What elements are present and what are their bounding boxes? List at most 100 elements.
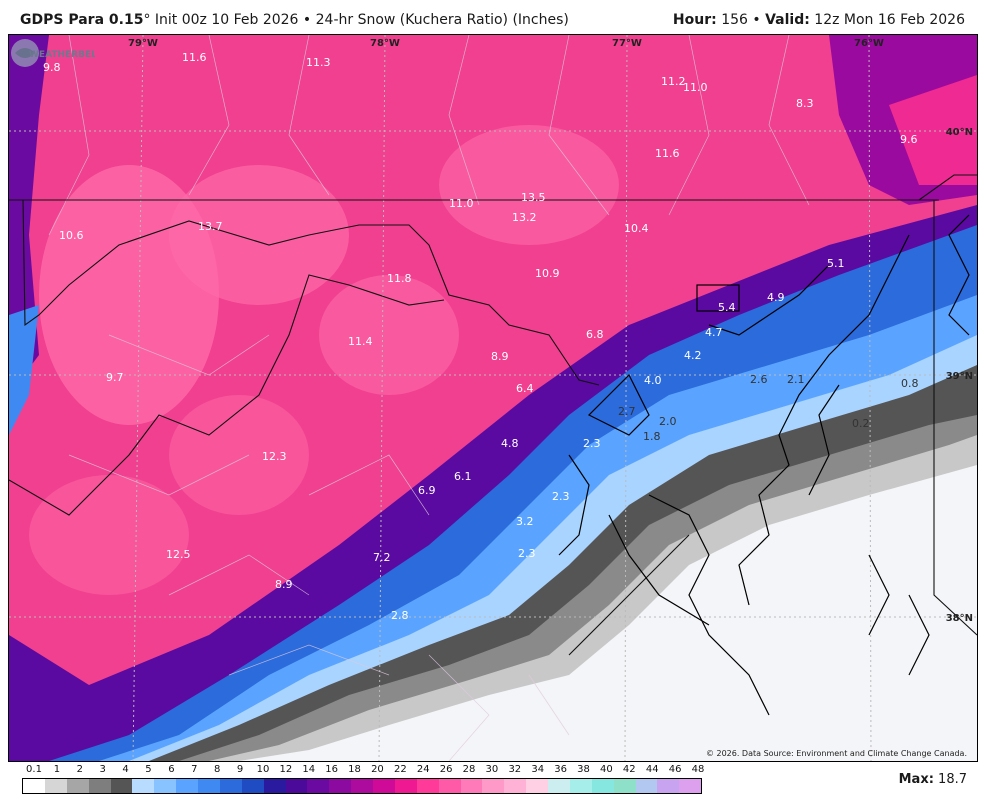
snowfall-value: 11.2 [661, 75, 686, 88]
max-number: 18.7 [938, 772, 967, 787]
snowfall-map[interactable]: 79°W 78°W 77°W 76°W 40°N 39°N 38°N 9.8 11… [8, 34, 978, 762]
snow-blob [29, 475, 189, 595]
legend-ticks: 0.1 1 2 3 4 5 6 7 8 9 10 12 14 16 18 20 22 24 26 28 30 32 34 36… [22, 764, 704, 778]
snowfall-value: 13.7 [198, 220, 223, 233]
color-legend: 0.1 1 2 3 4 5 6 7 8 9 10 12 14 16 18 20 22 24 26 28 30 32 34 36… [22, 764, 704, 796]
lat-label: 39°N [946, 371, 973, 382]
snowfall-value: 8.9 [275, 578, 293, 591]
snowfall-value: 6.1 [454, 470, 472, 483]
snowfall-value: 11.0 [683, 81, 708, 94]
legend-color-bar [22, 778, 702, 794]
snowfall-value: 9.6 [900, 133, 918, 146]
snow-field-edge [9, 35, 49, 395]
valid-value: 12z Mon 16 Feb 2026 [814, 12, 965, 28]
legend-tick-label: 3 [99, 764, 106, 775]
county-lines [48, 35, 810, 761]
map-canvas: 79°W 78°W 77°W 76°W 40°N 39°N 38°N 9.8 11… [9, 35, 977, 761]
snowfall-value: 13.5 [521, 191, 546, 204]
snowfall-value: 4.7 [705, 326, 723, 339]
legend-swatch [526, 779, 548, 793]
lon-label: 79°W [128, 38, 158, 49]
product-name: 24-hr Snow (Kuchera Ratio) (Inches) [315, 12, 569, 28]
legend-tick-label: 32 [508, 764, 522, 775]
legend-swatch [438, 779, 461, 793]
legend-tick-label: 20 [371, 764, 384, 775]
legend-tick-label: 4 [122, 764, 129, 775]
separator: • [302, 12, 312, 28]
legend-tick-label: 12 [279, 764, 293, 775]
lon-label: 77°W [612, 38, 642, 49]
legend-tick-label: 1 [53, 764, 61, 775]
hour-value: 156 [721, 12, 748, 28]
snowfall-value: 2.3 [552, 490, 570, 503]
legend-swatch [219, 779, 242, 793]
max-value: Max: 18.7 [899, 772, 967, 787]
snow-field-edge [889, 75, 977, 185]
snowfall-value: 7.2 [373, 551, 391, 564]
snowfall-value: 10.9 [535, 267, 560, 280]
legend-swatch [23, 779, 45, 793]
legend-swatch [679, 779, 702, 793]
legend-swatch [569, 779, 592, 793]
snow-blob [169, 395, 309, 515]
legend-tick-label: 16 [325, 764, 339, 775]
legend-tick-label: 40 [600, 764, 613, 775]
snowfall-value: 11.0 [449, 197, 474, 210]
lon-label: 76°W [854, 38, 884, 49]
snowfall-value: 0.8 [901, 377, 919, 390]
snow-blob [439, 125, 619, 245]
snowfall-value: 2.0 [659, 415, 677, 428]
snowfall-value: 3.2 [516, 515, 534, 528]
legend-swatch [394, 779, 417, 793]
weatherbell-logo: WEATHERBELL [11, 39, 95, 67]
no-snow-area [239, 465, 977, 761]
snow-field-edge [9, 305, 39, 435]
copyright-notice: © 2026. Data Source: Environment and Cli… [705, 749, 967, 758]
point-values: 9.811.6 11.311.211.08.39.611.610.613.711.… [43, 51, 919, 622]
legend-tick-label: 18 [348, 764, 361, 775]
dc-box [696, 284, 740, 312]
legend-swatch [460, 779, 483, 793]
legend-swatch [66, 779, 89, 793]
snowfall-value: 1.8 [643, 430, 661, 443]
legend-swatch [285, 779, 308, 793]
legend-tick-label: 46 [668, 764, 682, 775]
snowfall-value: 10.4 [624, 222, 649, 235]
legend-swatch [329, 779, 352, 793]
legend-tick-label: 22 [393, 764, 407, 775]
snowfall-value: 11.4 [348, 335, 373, 348]
legend-swatch [351, 779, 373, 793]
legend-swatch [154, 779, 177, 793]
snowfall-value: 4.0 [644, 374, 662, 387]
legend-swatch [307, 779, 330, 793]
latitude-labels: 40°N 39°N 38°N [946, 127, 973, 624]
legend-tick-label: 0.1 [26, 764, 42, 775]
snowfall-value: 13.2 [512, 211, 537, 224]
max-label: Max: [898, 772, 934, 787]
header-bar: GDPS Para 0.15° Init 00z 10 Feb 2026 • 2… [0, 0, 984, 34]
legend-swatch [548, 779, 570, 793]
separator: • [752, 12, 761, 28]
snowfall-value: 2.3 [583, 437, 601, 450]
model-name: GDPS Para 0.15 [20, 12, 144, 28]
state-borders[interactable] [9, 174, 977, 656]
legend-swatch [657, 779, 680, 793]
legend-swatch [263, 779, 286, 793]
legend-tick-label: 2 [76, 764, 83, 775]
snowfall-value: 9.7 [106, 371, 124, 384]
snowfall-value: 4.9 [767, 291, 785, 304]
coastline [558, 214, 970, 716]
snowfall-value: 11.6 [655, 147, 680, 160]
valid-time: Hour: 156 • Valid: 12z Mon 16 Feb 2026 [673, 12, 965, 28]
snowfall-value: 2.7 [618, 405, 636, 418]
legend-tick-label: 34 [531, 764, 545, 775]
snowfall-value: 11.6 [182, 51, 207, 64]
legend-swatch [504, 779, 527, 793]
snowfall-value: 8.3 [796, 97, 814, 110]
init-time: Init 00z 10 Feb 2026 [154, 12, 299, 28]
snow-blob [319, 275, 459, 395]
degree-symbol: ° [143, 12, 151, 28]
logo-text: WEATHERBELL [29, 50, 95, 60]
legend-swatch [613, 779, 636, 793]
hour-label: Hour: [672, 12, 717, 28]
